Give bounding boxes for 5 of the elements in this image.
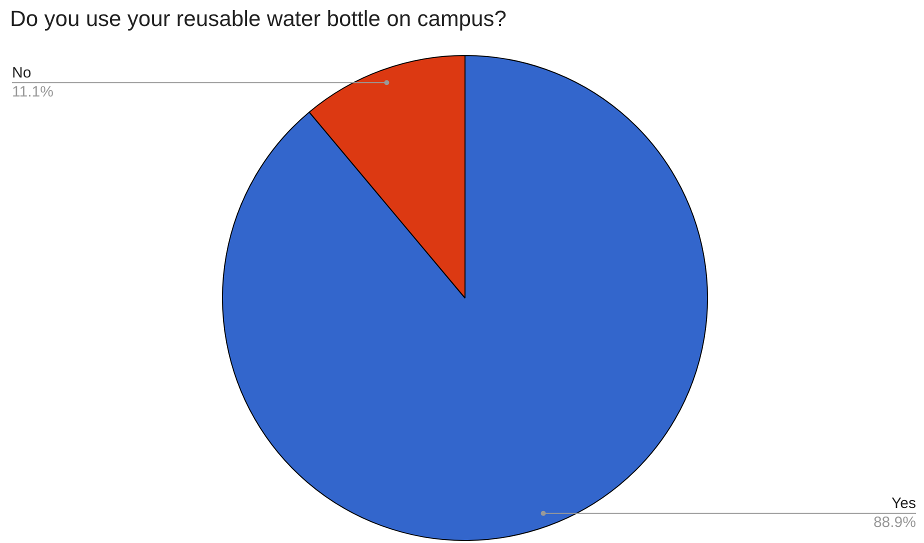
slice-label: Yes — [892, 495, 916, 512]
slice-label: No — [12, 64, 32, 82]
chart-title: Do you use your reusable water bottle on campus? — [10, 6, 507, 32]
data-label: 88.9% — [873, 514, 916, 532]
data-label: 11.1% — [12, 83, 54, 100]
